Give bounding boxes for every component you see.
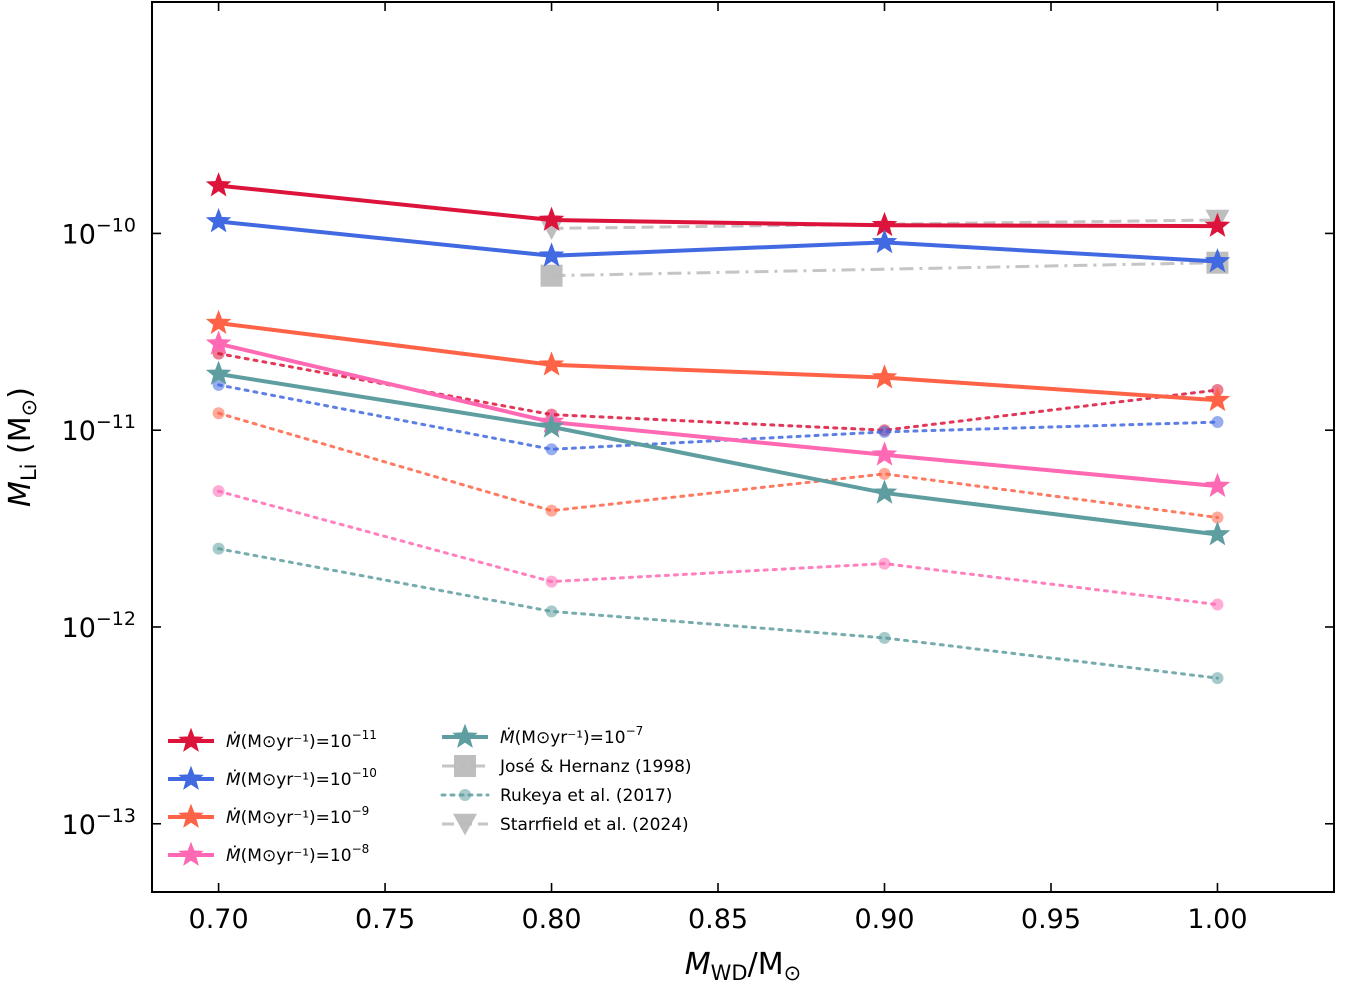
series-line-mdot-1e-7-this (218, 372, 1218, 537)
x-axis-label: MWD/M⊙ (685, 947, 801, 982)
data-point-rukeya-1e-8 (212, 485, 225, 498)
data-point-rukeya-1e-7 (878, 631, 891, 644)
legend-item-mdot-1e-10-this: Ṁ(M⊙yr⁻¹)=10−10 (168, 765, 377, 790)
data-point-mdot-1e-9-this (1204, 386, 1231, 412)
data-point-mdot-1e-11-this (538, 206, 565, 231)
data-point-starrfield-2024 (539, 218, 564, 240)
legend-marker (453, 813, 477, 836)
data-point-mdot-1e-10-this (538, 242, 565, 267)
series-line-rukeya-1e-11 (217, 352, 1219, 432)
data-point-rukeya-1e-10 (212, 378, 225, 391)
x-tick-label: 0.70 (189, 904, 249, 935)
series-mdot-1e-10-this (205, 208, 1231, 273)
series-line-rukeya-1e-10 (217, 383, 1219, 451)
data-point-rukeya-1e-7 (1211, 672, 1224, 685)
data-point-mdot-1e-8-this (871, 441, 898, 466)
series-rukeya-1e-8 (212, 485, 1224, 611)
plot-frame (151, 1, 1335, 893)
data-point-rukeya-1e-8 (878, 557, 891, 570)
legend-label: Ṁ(M⊙yr⁻¹)=10−7 (500, 724, 643, 748)
legend-marker (454, 755, 476, 777)
data-point-mdot-1e-7-this (1204, 521, 1231, 546)
series-layer (205, 172, 1231, 685)
data-point-mdot-1e-9-this (871, 364, 898, 389)
data-point-rukeya-1e-7 (212, 542, 225, 555)
data-point-mdot-1e-8-this (1204, 472, 1231, 497)
legend-item-starrfield-2024: Starrfield et al. (2024) (442, 813, 689, 836)
data-point-mdot-1e-9-this (205, 309, 232, 335)
legend-marker (459, 789, 471, 801)
legend-label: Ṁ(M⊙yr⁻¹)=10−8 (226, 842, 369, 866)
data-point-mdot-1e-10-this (1204, 248, 1231, 273)
series-line-mdot-1e-11-this (218, 183, 1218, 229)
data-point-rukeya-1e-8 (1211, 598, 1224, 611)
y-tick-label: 10−11 (62, 411, 136, 447)
data-point-mdot-1e-11-this (205, 172, 232, 197)
legend-marker (452, 723, 478, 748)
legend-label: Ṁ(M⊙yr⁻¹)=10−11 (226, 728, 377, 752)
legend-item-mdot-1e-11-this: Ṁ(M⊙yr⁻¹)=10−11 (168, 727, 377, 752)
legend-item-mdot-1e-8-this: Ṁ(M⊙yr⁻¹)=10−8 (168, 841, 369, 866)
data-point-mdot-1e-10-this (205, 208, 232, 233)
data-point-rukeya-1e-8 (545, 575, 558, 588)
series-line-rukeya-1e-8 (217, 489, 1219, 607)
series-line-rukeya-1e-9 (217, 411, 1219, 519)
data-point-mdot-1e-10-this (871, 229, 898, 254)
legend-label: José & Hernanz (1998) (499, 757, 692, 777)
data-point-mdot-1e-7-this (205, 360, 232, 385)
series-line-rukeya-1e-7 (217, 547, 1219, 680)
data-point-rukeya-1e-9 (212, 407, 225, 420)
data-point-rukeya-1e-9 (878, 467, 891, 480)
legend-label: Ṁ(M⊙yr⁻¹)=10−10 (226, 766, 377, 790)
x-tick-label: 0.75 (355, 904, 415, 935)
data-point-rukeya-1e-7 (545, 605, 558, 618)
data-point-mdot-1e-7-this (871, 479, 898, 504)
series-line-jose-hernanz-1998 (551, 261, 1218, 278)
x-tick-label: 0.80 (521, 904, 581, 935)
data-point-rukeya-1e-10 (878, 425, 891, 438)
y-axis-label: MLi (M⊙) (3, 387, 41, 507)
x-tick-label: 0.85 (688, 904, 748, 935)
legend-item-jose-hernanz-1998: José & Hernanz (1998) (442, 755, 692, 777)
legend-marker (178, 803, 204, 828)
series-line-mdot-1e-10-this (218, 219, 1218, 264)
legend-marker (178, 765, 204, 790)
x-tick-label: 1.00 (1187, 904, 1247, 935)
series-rukeya-1e-9 (212, 407, 1224, 524)
axis-ticks: 0.70 0.75 0.80 0.85 0.90 0.95 1.00 10−10 10−11 10… (62, 2, 1334, 935)
series-rukeya-1e-7 (212, 542, 1224, 685)
data-point-mdot-1e-7-this (538, 413, 565, 438)
data-point-jose-hernanz-1998 (540, 264, 563, 287)
data-point-rukeya-1e-9 (545, 504, 558, 517)
legend: Ṁ(M⊙yr⁻¹)=10−11 Ṁ(M⊙yr⁻¹)=10−10 Ṁ(M⊙yr⁻¹)=… (168, 723, 692, 866)
data-point-mdot-1e-8-this (205, 330, 232, 355)
legend-marker (178, 727, 204, 752)
legend-marker (178, 841, 204, 866)
x-tick-label: 0.90 (854, 904, 914, 935)
series-line-mdot-1e-9-this (218, 321, 1218, 403)
series-mdot-1e-9-this (205, 309, 1231, 412)
data-point-rukeya-1e-10 (1211, 416, 1224, 429)
y-tick-label: 10−10 (62, 214, 136, 250)
legend-label: Rukeya et al. (2017) (500, 786, 672, 806)
data-point-mdot-1e-9-this (538, 351, 565, 376)
y-tick-label: 10−12 (62, 608, 136, 644)
series-mdot-1e-11-this (205, 172, 1231, 237)
data-point-mdot-1e-11-this (1204, 212, 1231, 237)
data-point-rukeya-1e-10 (545, 443, 558, 456)
legend-label: Ṁ(M⊙yr⁻¹)=10−9 (226, 804, 369, 828)
y-tick-label: 10−13 (62, 805, 136, 841)
series-mdot-1e-7-this (205, 360, 1231, 546)
x-tick-label: 0.95 (1021, 904, 1081, 935)
series-line-mdot-1e-8-this (218, 341, 1218, 489)
legend-item-mdot-1e-7-this: Ṁ(M⊙yr⁻¹)=10−7 (442, 723, 643, 748)
legend-item-mdot-1e-9-this: Ṁ(M⊙yr⁻¹)=10−9 (168, 803, 369, 828)
legend-item-rukeya-1e-7: Rukeya et al. (2017) (440, 786, 672, 806)
series-rukeya-1e-10 (212, 378, 1224, 456)
data-point-rukeya-1e-9 (1211, 511, 1224, 524)
legend-label: Starrfield et al. (2024) (500, 815, 689, 835)
